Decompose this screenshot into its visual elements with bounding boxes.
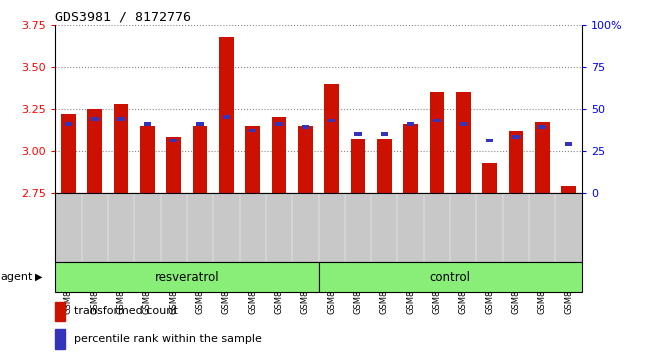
Bar <box>88 109 102 193</box>
Bar <box>404 124 418 193</box>
Text: GDS3981 / 8172776: GDS3981 / 8172776 <box>55 11 191 24</box>
Bar <box>61 114 75 193</box>
Bar <box>144 122 151 126</box>
Bar <box>565 142 573 146</box>
Bar <box>302 125 309 129</box>
Bar <box>430 92 444 193</box>
Bar <box>407 122 415 126</box>
Bar <box>91 117 99 121</box>
Bar <box>249 129 257 132</box>
Bar <box>55 262 318 292</box>
Bar <box>538 125 546 129</box>
Bar <box>562 186 576 193</box>
Bar <box>166 137 181 193</box>
Bar <box>64 122 72 126</box>
Bar <box>482 162 497 193</box>
Bar <box>351 139 365 193</box>
Bar <box>324 84 339 193</box>
Bar <box>193 126 207 193</box>
Bar <box>456 92 471 193</box>
Bar <box>275 122 283 126</box>
Bar <box>246 126 260 193</box>
Bar <box>272 117 286 193</box>
Bar <box>328 119 335 122</box>
Text: control: control <box>430 270 471 284</box>
Bar <box>114 104 128 193</box>
Bar <box>55 329 65 349</box>
Text: ▶: ▶ <box>35 272 43 282</box>
Bar <box>117 117 125 121</box>
Bar <box>140 126 155 193</box>
Bar <box>486 139 493 143</box>
Bar <box>222 115 230 119</box>
Bar <box>460 122 467 126</box>
Text: resveratrol: resveratrol <box>155 270 219 284</box>
Text: percentile rank within the sample: percentile rank within the sample <box>73 334 261 344</box>
Bar <box>196 122 204 126</box>
Text: transformed count: transformed count <box>73 306 177 316</box>
Bar <box>380 132 388 136</box>
Bar <box>298 126 313 193</box>
Bar <box>55 302 65 321</box>
Bar <box>354 132 362 136</box>
Bar <box>377 139 391 193</box>
Text: agent: agent <box>1 272 33 282</box>
Bar <box>170 139 177 143</box>
Bar <box>433 119 441 122</box>
Bar <box>318 262 582 292</box>
Bar <box>219 36 233 193</box>
Bar <box>512 136 520 139</box>
Bar <box>535 122 549 193</box>
Bar <box>509 131 523 193</box>
